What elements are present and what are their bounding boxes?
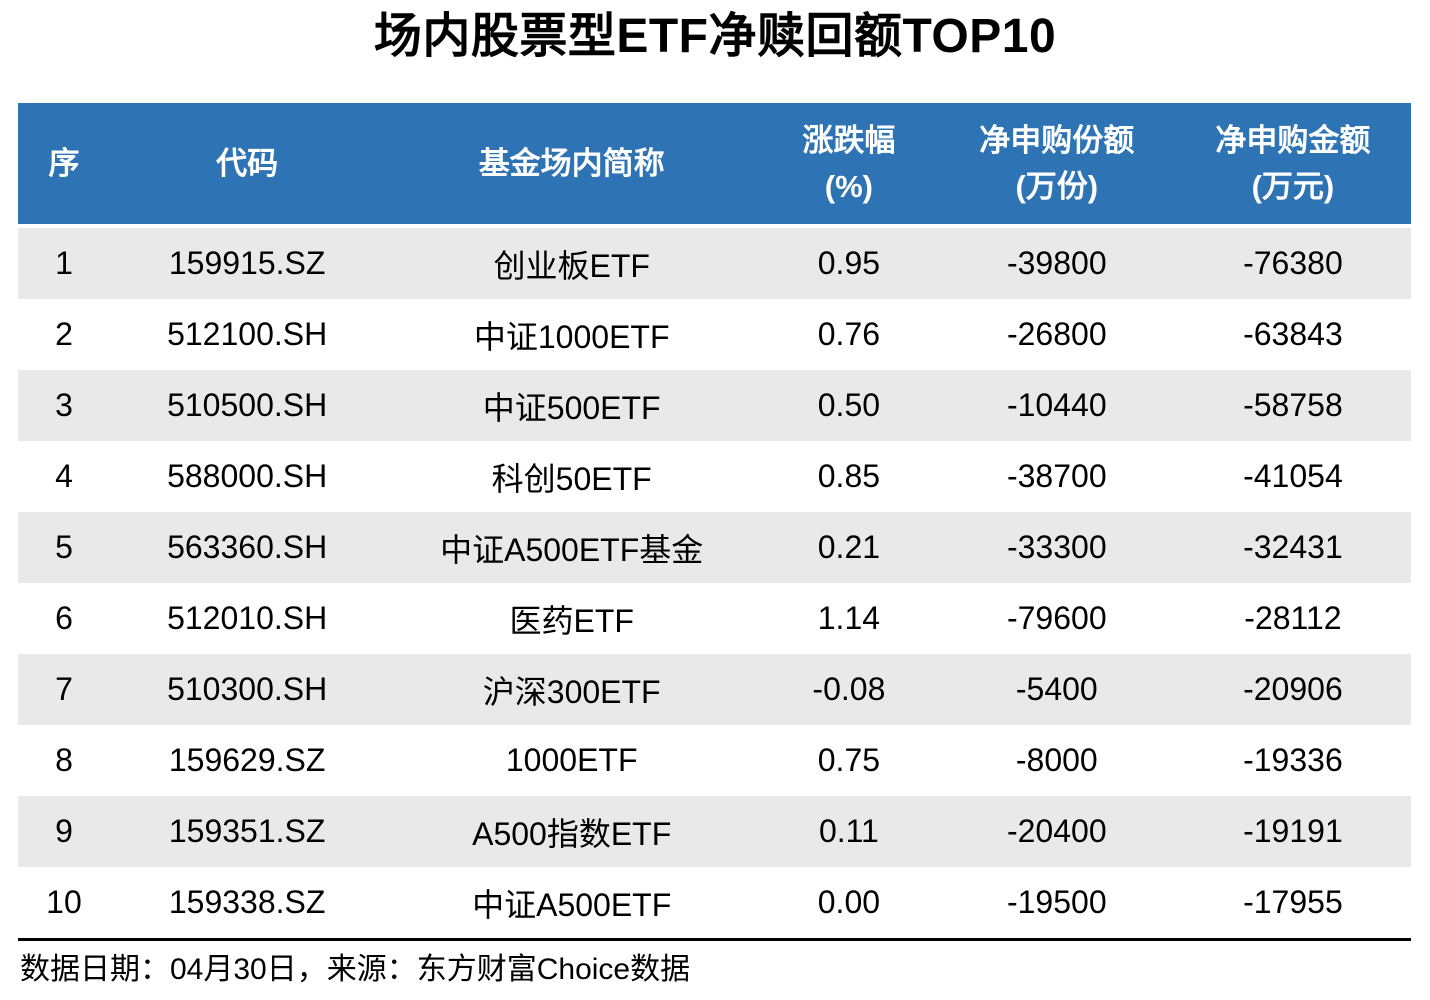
cell-fund-name: A500指数ETF bbox=[384, 796, 760, 867]
cell-change-pct: -0.08 bbox=[759, 654, 939, 725]
table-row: 1 159915.SZ 创业板ETF 0.95 -39800 -76380 bbox=[18, 228, 1411, 299]
etf-redemption-table: 序 代码 基金场内简称 涨跌幅 (%) 净申购份额 (万份) bbox=[18, 103, 1411, 938]
cell-rank: 9 bbox=[18, 796, 110, 867]
header-fund-name: 基金场内简称 bbox=[384, 103, 760, 228]
cell-change-pct: 0.76 bbox=[759, 299, 939, 370]
table-row: 9 159351.SZ A500指数ETF 0.11 -20400 -19191 bbox=[18, 796, 1411, 867]
cell-code: 159915.SZ bbox=[109, 228, 385, 299]
cell-net-amount: -19191 bbox=[1174, 796, 1411, 867]
cell-fund-name: 科创50ETF bbox=[384, 441, 760, 512]
cell-net-amount: -17955 bbox=[1174, 867, 1411, 938]
cell-net-shares: -8000 bbox=[938, 725, 1175, 796]
cell-net-amount: -32431 bbox=[1174, 512, 1411, 583]
table-row: 2 512100.SH 中证1000ETF 0.76 -26800 -63843 bbox=[18, 299, 1411, 370]
cell-fund-name: 中证1000ETF bbox=[384, 299, 760, 370]
cell-code: 510500.SH bbox=[109, 370, 385, 441]
cell-net-shares: -19500 bbox=[938, 867, 1175, 938]
cell-code: 159338.SZ bbox=[109, 867, 385, 938]
header-net-shares: 净申购份额 (万份) bbox=[938, 103, 1175, 228]
header-fund-name-label: 基金场内简称 bbox=[478, 145, 665, 181]
cell-code: 512100.SH bbox=[109, 299, 385, 370]
header-change-pct-unit: (%) bbox=[824, 168, 873, 204]
table-header-row: 序 代码 基金场内简称 涨跌幅 (%) 净申购份额 (万份) bbox=[18, 103, 1411, 228]
cell-fund-name: 沪深300ETF bbox=[384, 654, 760, 725]
cell-rank: 7 bbox=[18, 654, 110, 725]
cell-net-amount: -20906 bbox=[1174, 654, 1411, 725]
cell-change-pct: 0.50 bbox=[759, 370, 939, 441]
cell-net-amount: -41054 bbox=[1174, 441, 1411, 512]
cell-fund-name: 中证A500ETF基金 bbox=[384, 512, 760, 583]
cell-rank: 5 bbox=[18, 512, 110, 583]
cell-net-shares: -5400 bbox=[938, 654, 1175, 725]
header-net-amount-unit: (万元) bbox=[1251, 168, 1335, 204]
header-change-pct: 涨跌幅 (%) bbox=[759, 103, 939, 228]
table-row: 4 588000.SH 科创50ETF 0.85 -38700 -41054 bbox=[18, 441, 1411, 512]
page-title: 场内股票型ETF净赎回额TOP10 bbox=[373, 10, 1057, 63]
table-row: 3 510500.SH 中证500ETF 0.50 -10440 -58758 bbox=[18, 370, 1411, 441]
cell-fund-name: 中证500ETF bbox=[384, 370, 760, 441]
cell-change-pct: 0.95 bbox=[759, 228, 939, 299]
header-net-amount-label: 净申购金额 bbox=[1215, 122, 1371, 158]
cell-code: 588000.SH bbox=[109, 441, 385, 512]
cell-change-pct: 1.14 bbox=[759, 583, 939, 654]
cell-rank: 6 bbox=[18, 583, 110, 654]
cell-rank: 4 bbox=[18, 441, 110, 512]
table-body: 1 159915.SZ 创业板ETF 0.95 -39800 -76380 2 … bbox=[18, 228, 1411, 938]
header-change-pct-label: 涨跌幅 bbox=[802, 122, 896, 158]
header-code-label: 代码 bbox=[216, 145, 279, 181]
table-row: 7 510300.SH 沪深300ETF -0.08 -5400 -20906 bbox=[18, 654, 1411, 725]
cell-fund-name: 医药ETF bbox=[384, 583, 760, 654]
cell-rank: 10 bbox=[18, 867, 110, 938]
header-rank: 序 bbox=[18, 103, 110, 228]
header-code: 代码 bbox=[109, 103, 385, 228]
cell-rank: 1 bbox=[18, 228, 110, 299]
cell-change-pct: 0.21 bbox=[759, 512, 939, 583]
table-row: 10 159338.SZ 中证A500ETF 0.00 -19500 -1795… bbox=[18, 867, 1411, 938]
cell-fund-name: 1000ETF bbox=[384, 725, 760, 796]
cell-net-shares: -26800 bbox=[938, 299, 1175, 370]
cell-net-shares: -79600 bbox=[938, 583, 1175, 654]
data-source-note: 数据日期：04月30日，来源：东方财富Choice数据 bbox=[20, 953, 691, 986]
cell-net-amount: -58758 bbox=[1174, 370, 1411, 441]
cell-rank: 2 bbox=[18, 299, 110, 370]
table-row: 6 512010.SH 医药ETF 1.14 -79600 -28112 bbox=[18, 583, 1411, 654]
cell-rank: 3 bbox=[18, 370, 110, 441]
cell-rank: 8 bbox=[18, 725, 110, 796]
cell-net-shares: -33300 bbox=[938, 512, 1175, 583]
cell-code: 159351.SZ bbox=[109, 796, 385, 867]
cell-fund-name: 创业板ETF bbox=[384, 228, 760, 299]
cell-net-amount: -19336 bbox=[1174, 725, 1411, 796]
header-net-shares-unit: (万份) bbox=[1015, 168, 1099, 204]
cell-net-shares: -10440 bbox=[938, 370, 1175, 441]
cell-code: 510300.SH bbox=[109, 654, 385, 725]
cell-code: 563360.SH bbox=[109, 512, 385, 583]
cell-net-shares: -39800 bbox=[938, 228, 1175, 299]
cell-change-pct: 0.75 bbox=[759, 725, 939, 796]
table-row: 5 563360.SH 中证A500ETF基金 0.21 -33300 -324… bbox=[18, 512, 1411, 583]
cell-code: 512010.SH bbox=[109, 583, 385, 654]
cell-change-pct: 0.85 bbox=[759, 441, 939, 512]
header-net-shares-label: 净申购份额 bbox=[979, 122, 1135, 158]
cell-net-shares: -20400 bbox=[938, 796, 1175, 867]
table-row: 8 159629.SZ 1000ETF 0.75 -8000 -19336 bbox=[18, 725, 1411, 796]
header-net-amount: 净申购金额 (万元) bbox=[1174, 103, 1411, 228]
header-rank-label: 序 bbox=[48, 145, 80, 181]
cell-change-pct: 0.00 bbox=[759, 867, 939, 938]
table-header: 序 代码 基金场内简称 涨跌幅 (%) 净申购份额 (万份) bbox=[18, 103, 1411, 228]
cell-net-shares: -38700 bbox=[938, 441, 1175, 512]
cell-change-pct: 0.11 bbox=[759, 796, 939, 867]
cell-code: 159629.SZ bbox=[109, 725, 385, 796]
cell-fund-name: 中证A500ETF bbox=[384, 867, 760, 938]
cell-net-amount: -28112 bbox=[1174, 583, 1411, 654]
cell-net-amount: -76380 bbox=[1174, 228, 1411, 299]
table-bottom-rule bbox=[18, 938, 1411, 941]
cell-net-amount: -63843 bbox=[1174, 299, 1411, 370]
